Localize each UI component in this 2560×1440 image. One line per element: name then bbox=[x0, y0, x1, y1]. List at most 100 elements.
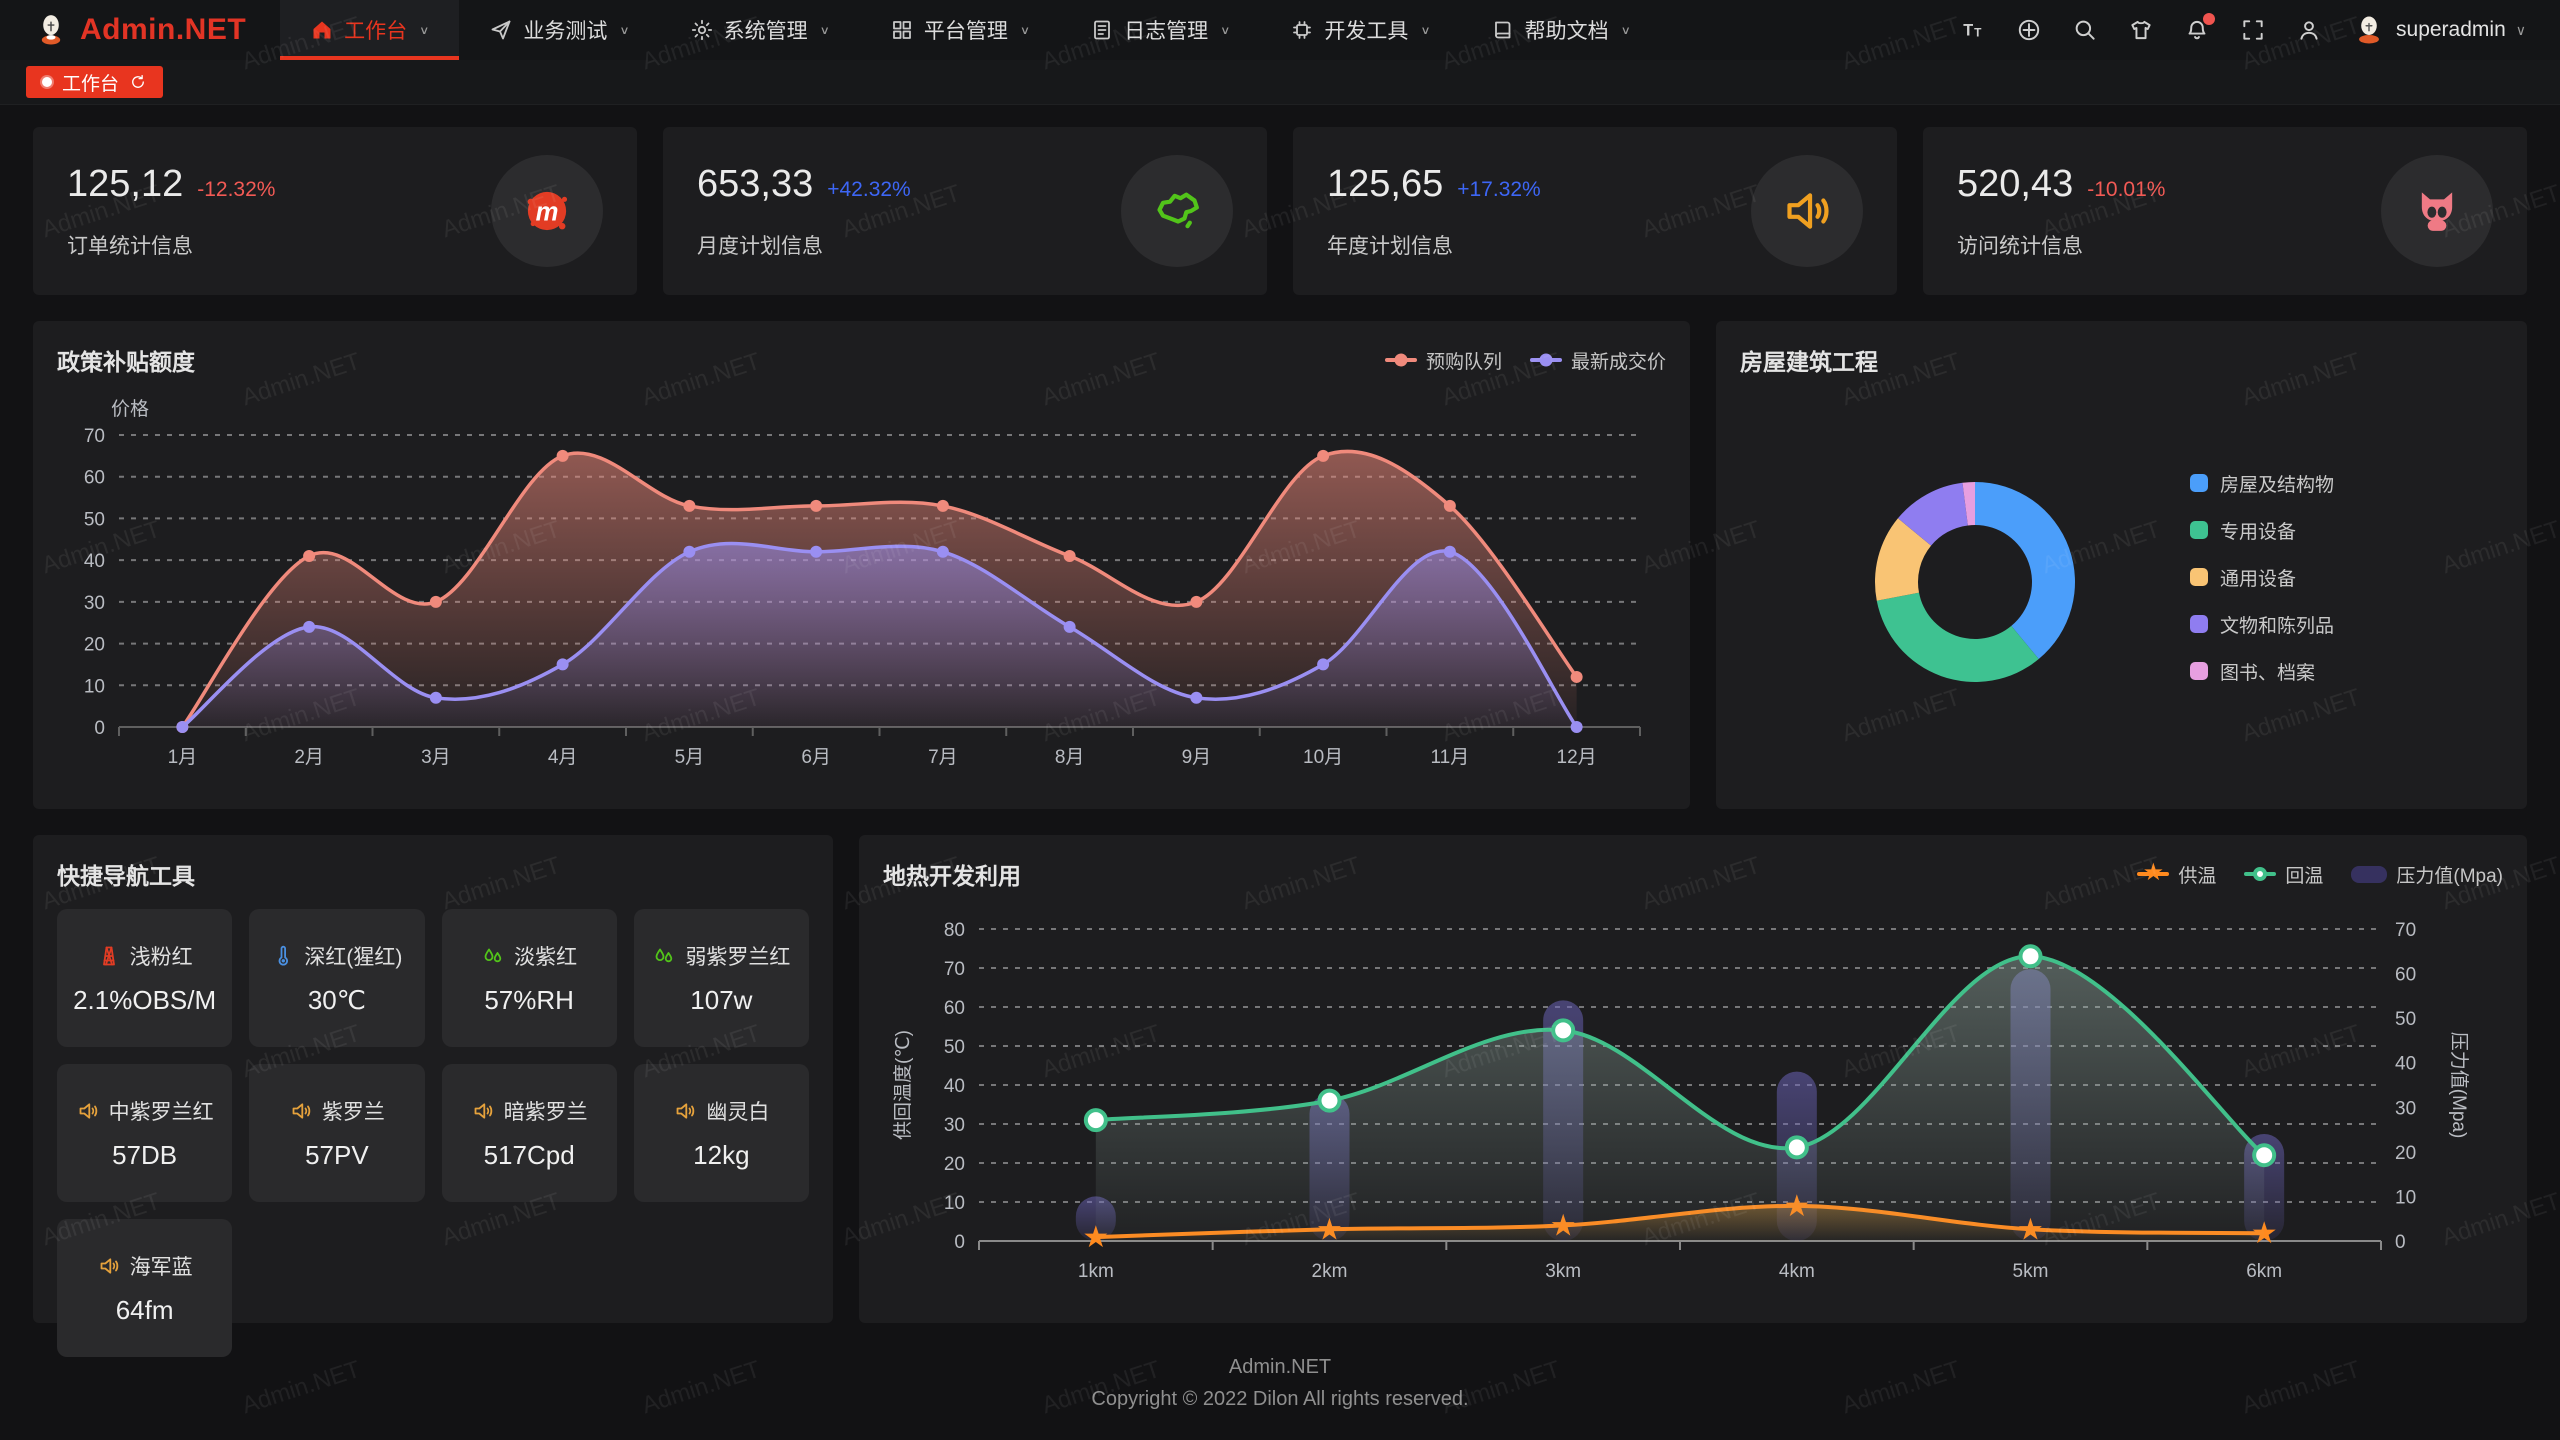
chevron-down-icon: ∨ bbox=[819, 23, 830, 36]
user-name: superadmin bbox=[2396, 18, 2506, 41]
quick-nav-value: 57PV bbox=[305, 1139, 369, 1170]
legend-item[interactable]: 最新成交价 bbox=[1529, 347, 1666, 374]
speaker-small-icon bbox=[76, 1099, 100, 1123]
svg-text:50: 50 bbox=[2395, 1009, 2416, 1030]
user-dropdown[interactable]: superadmin ∨ bbox=[2352, 13, 2526, 47]
svg-text:3km: 3km bbox=[1545, 1261, 1581, 1282]
svg-text:60: 60 bbox=[84, 468, 105, 489]
svg-text:T: T bbox=[1974, 26, 1982, 40]
menu-item-7[interactable]: 帮助文档 ∨ bbox=[1461, 0, 1661, 60]
svg-text:20: 20 bbox=[2395, 1143, 2416, 1164]
svg-text:T: T bbox=[1963, 21, 1973, 39]
quick-nav-item[interactable]: 暗紫罗兰 517Cpd bbox=[441, 1064, 617, 1202]
stat-delta: -12.32% bbox=[197, 177, 276, 201]
tab-workbench[interactable]: 工作台 bbox=[26, 66, 164, 98]
speaker-small-icon bbox=[97, 1254, 121, 1278]
quick-nav-grid: 浅粉红 2.1%OBS/M 深红(猩红) 30℃ 淡紫红 57%RH 弱紫罗兰红 10… bbox=[57, 909, 809, 1357]
menu-item-4[interactable]: 平台管理 ∨ bbox=[860, 0, 1060, 60]
meetup-icon: m bbox=[491, 155, 603, 267]
quick-nav-item[interactable]: 海军蓝 64fm bbox=[57, 1219, 233, 1357]
svg-text:10: 10 bbox=[84, 676, 105, 697]
legend-item[interactable]: 预购队列 bbox=[1384, 347, 1502, 374]
quick-nav-value: 517Cpd bbox=[483, 1139, 575, 1170]
menu-item-1[interactable]: 工作台 ∨ bbox=[280, 0, 460, 60]
quick-nav-item[interactable]: 幽灵白 12kg bbox=[633, 1064, 809, 1202]
chevron-down-icon: ∨ bbox=[1420, 23, 1431, 36]
refresh-icon[interactable] bbox=[129, 73, 147, 91]
quick-nav-item[interactable]: 紫罗兰 57PV bbox=[249, 1064, 425, 1202]
legend-item[interactable]: 回温 bbox=[2244, 861, 2323, 888]
footer-copyright: Copyright © 2022 Dilon All rights reserv… bbox=[1091, 1388, 1469, 1410]
legend-item[interactable]: ★ 供温 bbox=[2137, 861, 2216, 888]
notification-badge bbox=[2203, 13, 2216, 25]
svg-text:11月: 11月 bbox=[1431, 747, 1470, 768]
chevron-down-icon: ∨ bbox=[2515, 21, 2526, 38]
drops-icon bbox=[652, 944, 676, 968]
quick-nav-item[interactable]: 中紫罗兰红 57DB bbox=[57, 1064, 233, 1202]
send-icon bbox=[489, 18, 513, 42]
legend-swatch bbox=[2190, 615, 2208, 633]
svg-text:30: 30 bbox=[2395, 1098, 2416, 1119]
quick-nav-value: 57DB bbox=[112, 1139, 178, 1170]
gear-icon bbox=[690, 18, 714, 42]
quick-nav-item[interactable]: 深红(猩红) 30℃ bbox=[249, 909, 425, 1047]
quick-nav-item[interactable]: 弱紫罗兰红 107w bbox=[633, 909, 809, 1047]
svg-text:6月: 6月 bbox=[801, 747, 831, 768]
menu-item-3[interactable]: 系统管理 ∨ bbox=[660, 0, 860, 60]
svg-text:30: 30 bbox=[944, 1115, 965, 1136]
legend-marker bbox=[1384, 353, 1417, 367]
quick-nav-item[interactable]: 浅粉红 2.1%OBS/M bbox=[57, 909, 233, 1047]
chevron-down-icon: ∨ bbox=[419, 23, 430, 36]
quick-nav-name: 海军蓝 bbox=[129, 1255, 193, 1279]
stat-card: 125,65 +17.32% 年度计划信息 bbox=[1293, 127, 1897, 295]
svg-text:2月: 2月 bbox=[294, 747, 324, 768]
quick-nav-item[interactable]: 淡紫红 57%RH bbox=[441, 909, 617, 1047]
legend-swatch bbox=[2190, 474, 2208, 492]
legend-item[interactable]: 图书、档案 bbox=[2190, 658, 2334, 685]
stats-row: 125,12 -12.32% 订单统计信息 m 653,33 +42.32% 月… bbox=[33, 127, 2527, 295]
panel-title: 房屋建筑工程 bbox=[1740, 349, 1878, 375]
menu-item-5[interactable]: 日志管理 ∨ bbox=[1060, 0, 1260, 60]
language-icon[interactable] bbox=[2016, 17, 2042, 43]
app-logo[interactable]: Admin.NET bbox=[0, 0, 280, 60]
svg-text:20: 20 bbox=[84, 635, 105, 656]
svg-text:50: 50 bbox=[944, 1037, 965, 1058]
legend-marker bbox=[2244, 867, 2277, 881]
svg-text:70: 70 bbox=[2395, 920, 2416, 941]
theme-shirt-icon[interactable] bbox=[2128, 17, 2154, 43]
menu-item-2[interactable]: 业务测试 ∨ bbox=[459, 0, 659, 60]
stat-value: 653,33 bbox=[697, 162, 814, 205]
document-icon bbox=[1090, 18, 1114, 42]
legend-item[interactable]: 文物和陈列品 bbox=[2190, 611, 2334, 638]
legend-item[interactable]: 专用设备 bbox=[2190, 517, 2334, 544]
svg-text:50: 50 bbox=[84, 509, 105, 530]
legend-marker: ★ bbox=[2137, 861, 2170, 885]
stat-delta: +17.32% bbox=[1457, 177, 1541, 201]
legend-item[interactable]: 房屋及结构物 bbox=[2190, 470, 2334, 497]
svg-text:40: 40 bbox=[84, 551, 105, 572]
user-icon[interactable] bbox=[2296, 17, 2322, 43]
page-content: 125,12 -12.32% 订单统计信息 m 653,33 +42.32% 月… bbox=[0, 105, 2560, 1415]
top-navbar: Admin.NET 工作台 ∨ 业务测试 ∨ 系统管理 ∨ 平台管理 ∨ 日志管… bbox=[0, 0, 2560, 60]
menu-item-6[interactable]: 开发工具 ∨ bbox=[1260, 0, 1460, 60]
bell-icon[interactable] bbox=[2184, 13, 2216, 43]
svg-text:40: 40 bbox=[2395, 1054, 2416, 1075]
speaker-small-icon bbox=[289, 1099, 313, 1123]
search-icon[interactable] bbox=[2072, 17, 2098, 43]
svg-text:20: 20 bbox=[944, 1154, 965, 1175]
svg-text:供回温度(℃): 供回温度(℃) bbox=[892, 1030, 914, 1140]
legend-item[interactable]: 压力值(Mpa) bbox=[2351, 861, 2503, 888]
chevron-down-icon: ∨ bbox=[1620, 23, 1631, 36]
legend-item[interactable]: 通用设备 bbox=[2190, 564, 2334, 591]
svg-text:40: 40 bbox=[944, 1076, 965, 1097]
book-icon bbox=[1491, 18, 1515, 42]
svg-text:10月: 10月 bbox=[1303, 747, 1343, 768]
stat-value: 125,12 bbox=[67, 162, 184, 205]
housing-chart-legend: 房屋及结构物 专用设备通用设备文物和陈列品 图书、档案 bbox=[2190, 470, 2334, 685]
stat-label: 订单统计信息 bbox=[67, 234, 193, 258]
stat-label: 年度计划信息 bbox=[1327, 234, 1453, 258]
stat-value: 520,43 bbox=[1957, 162, 2074, 205]
svg-text:价格: 价格 bbox=[111, 398, 149, 420]
fullscreen-icon[interactable] bbox=[2240, 17, 2266, 43]
